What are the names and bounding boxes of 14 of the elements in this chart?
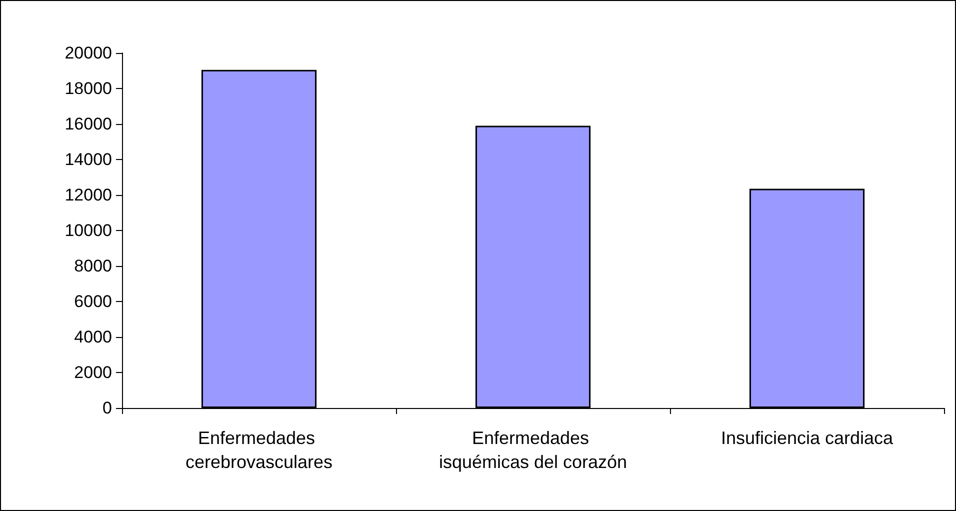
y-tick-label: 10000 [64, 221, 112, 240]
x-tick-label: Enfermedades isquémicas del corazón [438, 428, 628, 472]
y-tick-label: 4000 [74, 328, 112, 346]
y-tick-label: 6000 [74, 292, 112, 311]
y-tick-label: 12000 [64, 186, 112, 204]
y-tick-label: 16000 [64, 114, 112, 134]
y-tick-label: 18000 [64, 79, 112, 98]
y-tick-label: 0 [102, 398, 112, 418]
y-tick-label: 20000 [64, 44, 112, 62]
x-tick-label: Enfermedades cerebrovasculares [185, 428, 333, 472]
y-tick-label: 2000 [74, 363, 112, 382]
y-tick-label: 14000 [64, 150, 112, 169]
y-tick-label: 8000 [74, 256, 112, 276]
x-tick-label: Insuficiencia cardiaca [720, 428, 894, 448]
